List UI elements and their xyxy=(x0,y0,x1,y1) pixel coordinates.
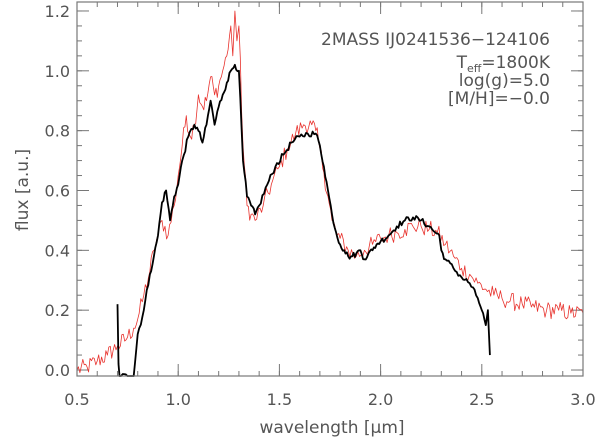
y-tick-label: 1.0 xyxy=(45,62,70,81)
x-tick-label: 3.0 xyxy=(570,390,595,409)
x-tick-label: 0.5 xyxy=(64,390,89,409)
teff-annotation: Teff=1800K xyxy=(456,53,551,75)
x-tick-label: 2.0 xyxy=(368,390,393,409)
object-name-annotation: 2MASS IJ0241536−124106 xyxy=(321,30,550,50)
teff-value: =1800K xyxy=(481,53,551,73)
y-tick-label: 0.0 xyxy=(45,361,70,380)
teff-prefix: T xyxy=(456,53,468,73)
teff-subscript: eff xyxy=(467,62,482,75)
x-tick-label: 2.5 xyxy=(469,390,494,409)
plot-frame xyxy=(76,1,584,377)
x-axis-label: wavelength [μm] xyxy=(259,418,404,438)
y-tick-label: 0.8 xyxy=(45,122,70,141)
x-tick-label: 1.5 xyxy=(267,390,292,409)
series-layer xyxy=(76,10,584,377)
y-tick-label: 0.4 xyxy=(45,241,70,260)
x-tick-label: 1.0 xyxy=(165,390,190,409)
y-axis-label: flux [a.u.] xyxy=(13,149,33,231)
metallicity-annotation: [M/H]=−0.0 xyxy=(448,89,550,109)
y-tick-label: 1.2 xyxy=(45,2,70,21)
logg-annotation: log(g)=5.0 xyxy=(459,71,550,91)
tick-labels-layer: 0.5 1.0 1.5 2.0 2.5 3.0 0.0 0.2 0.4 0.6 0.8 1.0 1.2 xyxy=(45,2,596,409)
y-tick-label: 0.2 xyxy=(45,301,70,320)
y-tick-label: 0.6 xyxy=(45,181,70,200)
observed-spectrum-line xyxy=(116,63,491,377)
